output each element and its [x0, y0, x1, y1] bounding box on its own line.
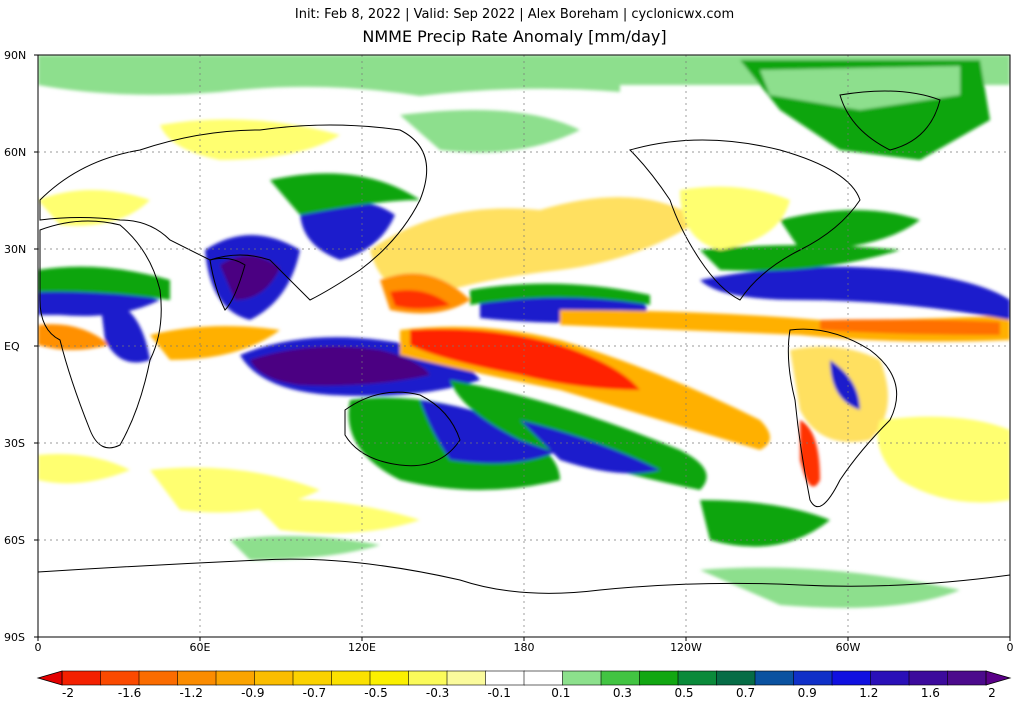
lat-label-90s: 90S	[4, 631, 25, 644]
colorbar-label: -0.1	[487, 686, 511, 700]
lon-label-180: 180	[513, 641, 535, 654]
lat-label-eq: EQ	[4, 340, 20, 353]
lat-label-60s: 60S	[4, 534, 25, 547]
lat-label-90n: 90N	[4, 49, 27, 62]
colorbar-label: 0.5	[674, 686, 694, 700]
colorbar-left-arrow	[36, 670, 63, 686]
colorbar-label: 0.3	[612, 686, 632, 700]
colorbar-cell	[908, 670, 949, 686]
colorbar-cell	[446, 670, 487, 686]
colorbar-cell	[639, 670, 679, 686]
colorbar-label: -0.9	[241, 686, 265, 700]
colorbar-label: 1.6	[920, 686, 940, 700]
colorbar-label: -0.5	[364, 686, 388, 700]
colorbar-cell	[523, 670, 564, 686]
colorbar-cell	[677, 670, 718, 686]
colorbar-label: -1.6	[117, 686, 142, 700]
colorbar-label: 0.1	[551, 686, 571, 700]
colorbar-cell	[254, 670, 294, 686]
colorbar-cell	[138, 670, 179, 686]
map-subtitle: Init: Feb 8, 2022 | Valid: Sep 2022 | Al…	[294, 7, 735, 22]
colorbar-cell	[177, 670, 217, 686]
colorbar-cell	[831, 670, 872, 686]
colorbar-cell	[331, 670, 371, 686]
colorbar-cell	[716, 670, 756, 686]
colorbar-cell	[562, 670, 602, 686]
colorbar-label: 2	[988, 686, 996, 700]
lon-label-120e: 120E	[348, 641, 376, 654]
colorbar-cell	[947, 670, 987, 686]
colorbar-cell	[61, 670, 102, 686]
colorbar-label: -2	[62, 686, 74, 700]
colorbar-cell	[600, 670, 641, 686]
colorbar-cells	[61, 670, 987, 686]
lon-label-60e: 60E	[189, 641, 211, 654]
colorbar-cell	[215, 670, 256, 686]
colorbar-cell	[793, 670, 833, 686]
colorbar-cell	[870, 670, 910, 686]
map-frame	[38, 55, 1010, 637]
colorbar-cell	[369, 670, 410, 686]
lon-label-0-east: 0	[1006, 641, 1014, 654]
map-title: NMME Precip Rate Anomaly [mm/day]	[362, 27, 667, 46]
lon-label-120w: 120W	[670, 641, 702, 654]
lat-label-30n: 30N	[4, 243, 27, 256]
colorbar-right-arrow	[985, 670, 1012, 686]
colorbar-label: -1.2	[179, 686, 203, 700]
coastlines	[38, 90, 1010, 594]
graticule	[38, 55, 1010, 637]
lon-label-0: 0	[34, 641, 42, 654]
colorbar-label: 0.7	[736, 686, 756, 700]
colorbar-label: -0.3	[425, 686, 450, 700]
colorbar-cell	[754, 670, 795, 686]
colorbar-cell	[408, 670, 448, 686]
colorbar-label: 0.9	[797, 686, 817, 700]
colorbar-label: -0.7	[302, 686, 327, 700]
lat-label-30s: 30S	[4, 437, 25, 450]
colorbar-cell	[100, 670, 140, 686]
lon-label-60w: 60W	[835, 641, 861, 654]
colorbar-cell	[292, 670, 333, 686]
lat-label-60n: 60N	[4, 146, 27, 159]
colorbar-cell	[485, 670, 525, 686]
colorbar-label: 1.2	[859, 686, 879, 700]
anomaly-field	[38, 55, 1010, 608]
